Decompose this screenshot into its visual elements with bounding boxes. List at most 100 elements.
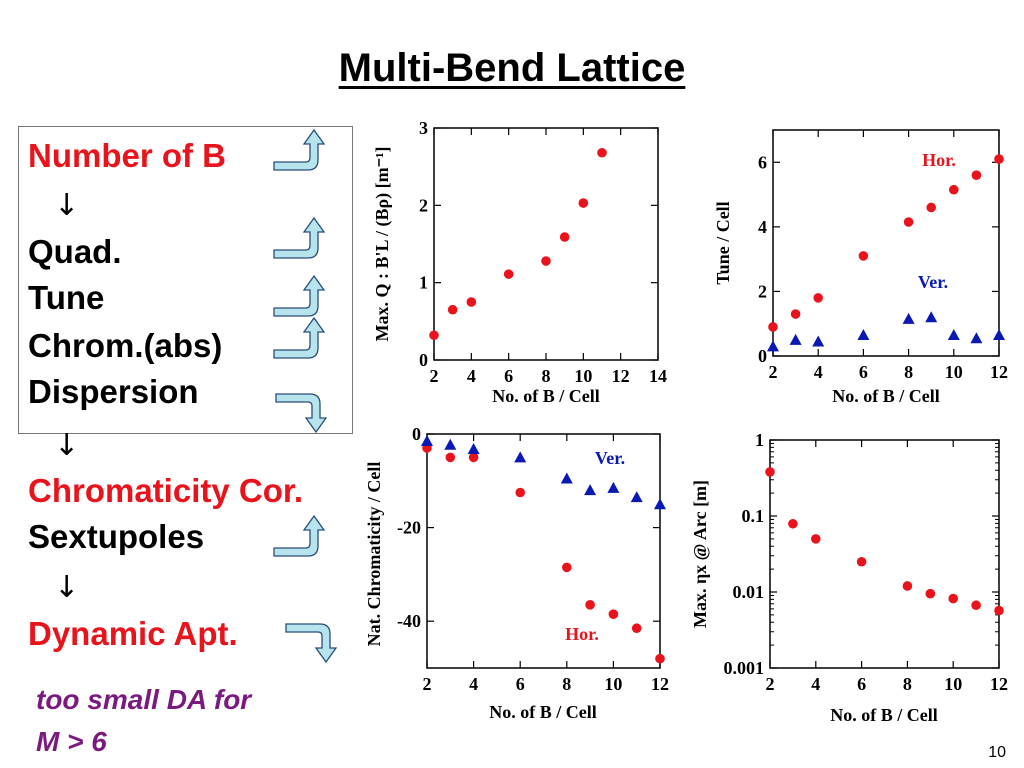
data-point xyxy=(655,653,665,664)
x-tick-label: 6 xyxy=(516,674,525,694)
data-point xyxy=(971,600,981,611)
y-tick-label: 0.01 xyxy=(733,582,765,602)
x-tick-label: 4 xyxy=(469,674,478,694)
x-tick-label: 10 xyxy=(945,362,963,382)
data-point xyxy=(902,581,913,591)
chart-nat-chromaticity: 2 4 6 8 10 12 0 -20 -40 Ver. Hor. No. of B / Cel… xyxy=(364,424,669,722)
y-tick-label: 0 xyxy=(758,346,767,366)
y-tick-label: 0 xyxy=(412,424,421,444)
y-tick-label: -20 xyxy=(397,518,421,538)
x-tick-label: 14 xyxy=(649,366,667,386)
data-point xyxy=(444,438,457,450)
x-tick-label: 2 xyxy=(769,362,778,382)
data-point xyxy=(630,491,643,503)
x-axis-label: No. of B / Cell xyxy=(489,702,597,722)
legend-hor: Hor. xyxy=(922,150,956,170)
note-line-2: M > 6 xyxy=(36,726,107,757)
up-turn-arrow-icon xyxy=(273,274,326,317)
plot-frame xyxy=(433,127,659,361)
data-point xyxy=(925,588,936,599)
x-tick-label: 8 xyxy=(904,362,913,382)
x-tick-label: 4 xyxy=(814,362,823,382)
legend-hor: Hor. xyxy=(565,624,599,644)
legend-ver: Ver. xyxy=(918,272,948,292)
data-point xyxy=(947,329,960,341)
down-turn-arrow-icon xyxy=(275,393,328,434)
data-point xyxy=(857,329,870,341)
data-point xyxy=(585,600,595,610)
note-line-1: too small DA for xyxy=(36,684,252,715)
y-axis-label: Tune / Cell xyxy=(713,201,733,284)
data-point xyxy=(971,170,982,180)
y-tick-label: -40 xyxy=(397,611,421,631)
data-point xyxy=(856,556,867,567)
y-tick-label: 2 xyxy=(758,281,767,301)
data-point xyxy=(993,329,1005,341)
data-point xyxy=(925,311,938,323)
plot-frame xyxy=(426,433,661,669)
x-tick-label: 4 xyxy=(467,366,476,386)
data-point xyxy=(788,518,798,529)
data-point xyxy=(445,452,456,463)
flow-sextupoles: Sextupoles xyxy=(28,518,205,555)
y-axis-label: Nat. Chromaticity / Cell xyxy=(364,462,384,647)
y-tick-label: 1 xyxy=(755,430,764,450)
y-tick-label: 2 xyxy=(419,195,428,215)
data-point xyxy=(790,309,801,319)
data-point xyxy=(789,333,802,345)
legend-ver: Ver. xyxy=(595,448,625,468)
page-number: 10 xyxy=(988,744,1006,761)
flow-box xyxy=(18,126,353,434)
data-point xyxy=(447,304,458,315)
data-point xyxy=(466,297,477,307)
data-point xyxy=(858,251,869,261)
data-point xyxy=(562,562,572,573)
data-point xyxy=(514,451,527,463)
data-point xyxy=(926,202,936,213)
x-tick-label: 6 xyxy=(859,362,868,382)
data-point xyxy=(903,217,914,227)
down-arrow-2: ↓ xyxy=(54,428,80,463)
data-point xyxy=(949,184,959,195)
y-tick-label: 1 xyxy=(419,273,428,293)
data-point xyxy=(813,293,823,303)
x-tick-label: 10 xyxy=(944,674,962,694)
data-point xyxy=(541,256,551,266)
data-point xyxy=(597,147,607,158)
x-tick-label: 8 xyxy=(542,366,551,386)
data-point xyxy=(994,154,1004,164)
y-tick-label: 3 xyxy=(419,118,428,138)
up-turn-arrow-icon xyxy=(273,216,326,259)
data-point xyxy=(768,322,778,332)
data-point xyxy=(429,330,439,341)
data-point xyxy=(515,487,525,498)
data-point xyxy=(631,623,642,634)
y-tick-label: 0.1 xyxy=(742,506,765,526)
data-point xyxy=(811,534,821,544)
chart-max-eta: 2 4 6 8 10 12 1 0.1 0.01 0.001 No. of B / Cell Ma… xyxy=(690,430,1008,725)
data-point xyxy=(559,232,570,242)
data-point xyxy=(654,498,666,510)
flow-tune: Tune xyxy=(28,279,105,316)
x-tick-label: 8 xyxy=(903,674,912,694)
data-point xyxy=(578,198,589,208)
plot-frame xyxy=(769,439,1000,669)
slide-title: Multi-Bend Lattice xyxy=(338,46,686,90)
y-axis-label: Max. Q : B'L / (Bρ) [m⁻¹] xyxy=(372,146,393,341)
x-tick-label: 12 xyxy=(990,674,1008,694)
data-point xyxy=(607,481,620,493)
data-point xyxy=(767,340,779,352)
x-tick-label: 8 xyxy=(562,674,571,694)
y-tick-label: 4 xyxy=(758,217,767,237)
flow-dispersion: Dispersion xyxy=(28,373,199,410)
x-tick-label: 4 xyxy=(811,674,820,694)
x-tick-label: 2 xyxy=(766,674,775,694)
data-point xyxy=(467,442,480,454)
plot-frame xyxy=(772,129,1000,357)
flow-dynamic-apt: Dynamic Apt. xyxy=(28,615,238,652)
flow-number-of-b: Number of B xyxy=(28,137,226,174)
x-axis-label: No. of B / Cell xyxy=(492,386,600,406)
y-axis-label: Max. ηx @ Arc [m] xyxy=(690,480,710,628)
